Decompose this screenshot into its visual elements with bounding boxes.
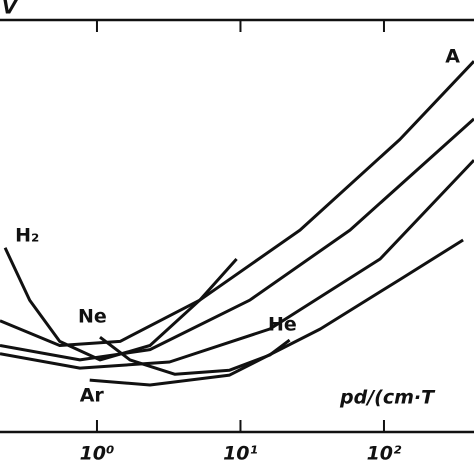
curve-label: Ne bbox=[78, 306, 107, 328]
curve bbox=[99, 336, 291, 376]
curve-label: Ar bbox=[80, 385, 105, 407]
x-tick-label: 10⁰ bbox=[80, 443, 115, 465]
curve bbox=[0, 117, 474, 362]
curve bbox=[0, 159, 474, 370]
x-tick-label: 10² bbox=[367, 443, 402, 465]
curve bbox=[0, 60, 474, 347]
curve-label: He bbox=[268, 314, 297, 336]
curve bbox=[89, 238, 464, 387]
x-tick-label: 10¹ bbox=[223, 443, 258, 465]
y-axis-label: V bbox=[2, 0, 18, 19]
curve-label: H₂ bbox=[15, 224, 39, 246]
curve-label: A bbox=[445, 46, 460, 68]
curve bbox=[3, 247, 238, 362]
x-axis-label: pd/(cm·T bbox=[339, 387, 436, 409]
